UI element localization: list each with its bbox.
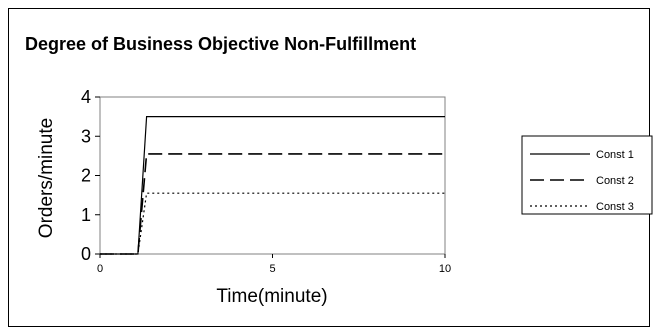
plot-border [99,96,446,255]
chart-title: Degree of Business Objective Non-Fulfill… [25,34,416,54]
legend-label-1: Const 1 [596,149,634,161]
series-layer [100,115,445,255]
y-tick-label: 3 [81,126,91,146]
y-tick-label: 4 [81,87,91,107]
legend-label-2: Const 2 [596,175,634,187]
series-line-1 [100,115,445,255]
plot-area [99,96,446,255]
series-line-2 [100,153,445,255]
y-tick-label: 1 [81,205,91,225]
x-tick-label: 5 [269,263,275,275]
y-tick-label: 0 [81,244,91,264]
y-tick-label: 2 [81,166,91,186]
y-axis: 0 1 2 3 4 [81,87,100,264]
series-line-3 [100,192,445,255]
x-axis: 0 5 10 [97,254,451,275]
x-tick-label: 10 [439,263,451,275]
legend: Const 1 Const 2 Const 3 [521,135,653,215]
x-axis-label: Time(minute) [216,286,327,307]
y-axis-label: Orders/minute [36,118,57,238]
x-tick-label: 0 [97,263,103,275]
legend-label-3: Const 3 [596,201,634,213]
legend-box [521,135,653,215]
